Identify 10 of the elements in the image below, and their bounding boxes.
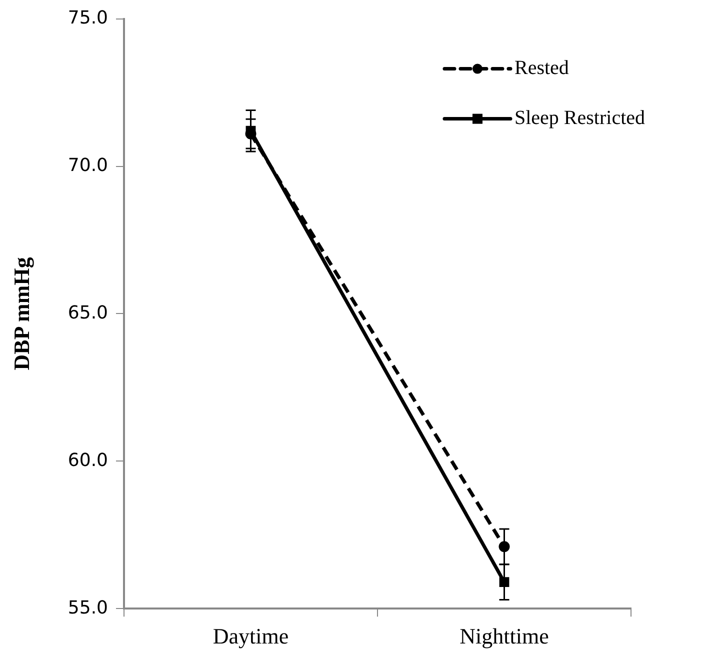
y-axis-title: DBP mmHg [8, 257, 34, 370]
x-tick-label: Daytime [212, 624, 289, 649]
y-tick-label: 55.0 [68, 597, 108, 618]
y-tick-label: 70.0 [68, 154, 108, 176]
y-tick-label: 75.0 [68, 7, 108, 28]
y-tick-label: 60.0 [68, 450, 108, 471]
legend-label: Sleep Restricted [514, 107, 646, 130]
x-tick-label: Nighttime [460, 624, 549, 649]
y-tick-label: 65.0 [68, 302, 108, 324]
legend-label: Rested [514, 57, 569, 80]
